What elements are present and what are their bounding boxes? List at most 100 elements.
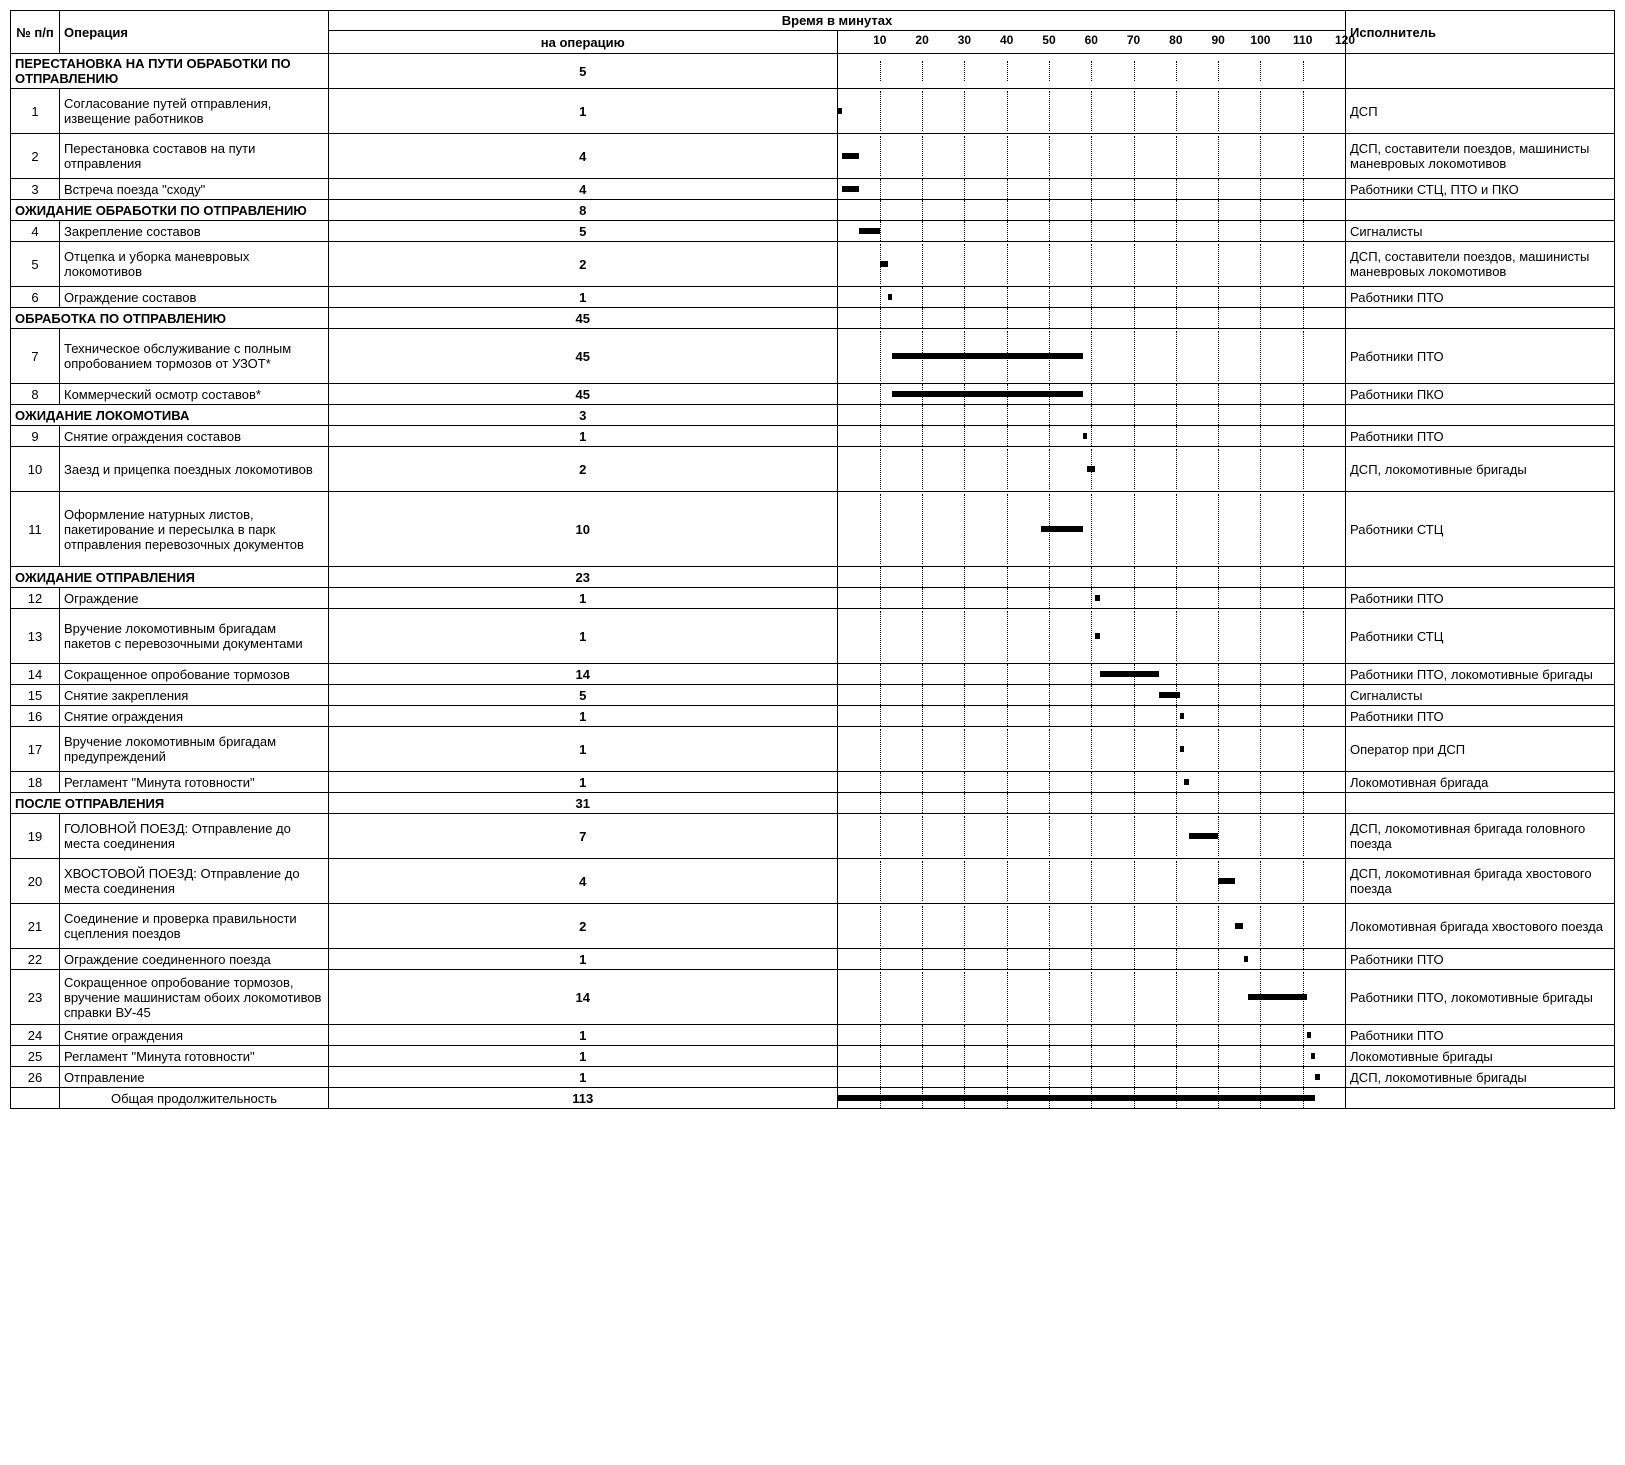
grid-line [1176, 793, 1177, 813]
grid-line [1091, 384, 1092, 404]
grid-line [880, 793, 881, 813]
executor: Работники ПТО, локомотивные бригады [1346, 664, 1615, 685]
grid-line [1049, 308, 1050, 328]
table-row: 6Ограждение составов1Работники ПТО [11, 287, 1615, 308]
operation-name: ГОЛОВНОЙ ПОЕЗД: Отправление до места сое… [60, 814, 329, 859]
operation-name: Встреча поезда "сходу" [60, 179, 329, 200]
grid-line [1303, 244, 1304, 284]
grid-line [1345, 567, 1346, 587]
grid-line [1345, 729, 1346, 769]
gantt-bar [1248, 994, 1307, 1000]
executor: ДСП, локомотивные бригады [1346, 447, 1615, 492]
section-row: ПЕРЕСТАНОВКА НА ПУТИ ОБРАБОТКИ ПО ОТПРАВ… [11, 54, 1615, 89]
grid-line [1260, 200, 1261, 220]
grid-line [1303, 611, 1304, 661]
gantt-cell [837, 793, 1346, 814]
grid-line [1218, 772, 1219, 792]
operation-duration: 14 [329, 664, 838, 685]
gantt-cell [837, 200, 1346, 221]
grid-line [1049, 449, 1050, 489]
grid-line [1218, 221, 1219, 241]
grid-line [1134, 1025, 1135, 1045]
grid-line [1303, 449, 1304, 489]
operation-name: Техническое обслуживание с полным опробо… [60, 329, 329, 384]
grid-line [880, 772, 881, 792]
section-duration: 31 [329, 793, 838, 814]
grid-line [880, 588, 881, 608]
grid-line [1260, 685, 1261, 705]
operation-duration: 4 [329, 179, 838, 200]
grid-line [1007, 1025, 1008, 1045]
grid-line [1049, 861, 1050, 901]
operation-duration: 2 [329, 904, 838, 949]
grid-line [1260, 405, 1261, 425]
grid-line [1091, 567, 1092, 587]
grid-line [1007, 567, 1008, 587]
row-number: 10 [11, 447, 60, 492]
row-number: 4 [11, 221, 60, 242]
grid-line [1134, 1067, 1135, 1087]
grid-line [1260, 331, 1261, 381]
executor: Работники ПТО [1346, 426, 1615, 447]
gantt-cell [837, 1025, 1346, 1046]
row-number: 9 [11, 426, 60, 447]
grid-line [1049, 91, 1050, 131]
operation-name: ХВОСТОВОЙ ПОЕЗД: Отправление до места со… [60, 859, 329, 904]
grid-line [1260, 136, 1261, 176]
grid-line [1007, 244, 1008, 284]
grid-line [1091, 729, 1092, 769]
grid-line [1007, 1046, 1008, 1066]
grid-line [1345, 1067, 1346, 1087]
grid-line [880, 664, 881, 684]
operation-name: Вручение локомотивным бригадам предупреж… [60, 727, 329, 772]
grid-line [1218, 449, 1219, 489]
grid-line [1260, 221, 1261, 241]
grid-line [1134, 200, 1135, 220]
operation-duration: 1 [329, 426, 838, 447]
grid-line [1218, 494, 1219, 564]
table-row: 21Соединение и проверка правильности сце… [11, 904, 1615, 949]
grid-line [1134, 588, 1135, 608]
grid-line [1218, 588, 1219, 608]
grid-line [1134, 861, 1135, 901]
grid-line [1007, 287, 1008, 307]
table-row: 12Ограждение1Работники ПТО [11, 588, 1615, 609]
operation-duration: 2 [329, 447, 838, 492]
grid-line [1218, 384, 1219, 404]
grid-line [1345, 287, 1346, 307]
grid-line [1049, 179, 1050, 199]
executor: Сигналисты [1346, 685, 1615, 706]
executor: Работники СТЦ [1346, 492, 1615, 567]
gantt-bar [842, 153, 859, 159]
row-number: 24 [11, 1025, 60, 1046]
gantt-bar [1180, 713, 1184, 719]
grid-line [1049, 405, 1050, 425]
grid-line [1091, 91, 1092, 131]
gantt-cell [837, 447, 1346, 492]
grid-line [1134, 611, 1135, 661]
grid-line [1260, 244, 1261, 284]
executor: ДСП, локомотивная бригада головного поез… [1346, 814, 1615, 859]
table-row: 20ХВОСТОВОЙ ПОЕЗД: Отправление до места … [11, 859, 1615, 904]
grid-line [1345, 244, 1346, 284]
executor: ДСП, локомотивные бригады [1346, 1067, 1615, 1088]
grid-line [1049, 906, 1050, 946]
grid-line [880, 200, 881, 220]
tick-label: 40 [1000, 33, 1013, 47]
grid-line [1134, 244, 1135, 284]
grid-line [1345, 200, 1346, 220]
tick-label: 100 [1250, 33, 1270, 47]
grid-line [1260, 861, 1261, 901]
grid-line [1007, 91, 1008, 131]
grid-line [922, 244, 923, 284]
gantt-bar [1235, 923, 1243, 929]
grid-line [1176, 449, 1177, 489]
grid-line [1303, 494, 1304, 564]
executor: Работники ПТО [1346, 706, 1615, 727]
gantt-cell [837, 1067, 1346, 1088]
grid-line [1345, 816, 1346, 856]
gantt-cell [837, 588, 1346, 609]
grid-line [1218, 308, 1219, 328]
table-row: 24Снятие ограждения1Работники ПТО [11, 1025, 1615, 1046]
grid-line [880, 949, 881, 969]
